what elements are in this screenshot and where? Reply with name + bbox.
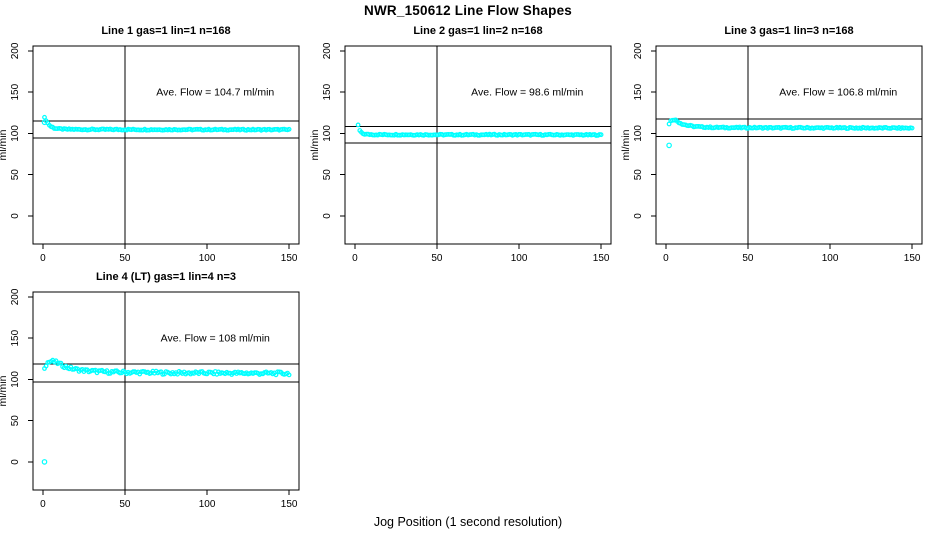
panel-title: Line 4 (LT) gas=1 lin=4 n=3 [96, 271, 236, 283]
x-axis-label: Jog Position (1 second resolution) [373, 515, 563, 529]
y-tick-label: 150 [322, 83, 333, 100]
plot-box [32, 291, 300, 491]
x-tick-label: 100 [199, 499, 216, 510]
x-tick-label: 0 [40, 499, 46, 510]
y-tick-label: 50 [10, 169, 21, 181]
panel-title: Line 1 gas=1 lin=1 n=168 [101, 25, 230, 37]
data-point [106, 371, 111, 376]
panel-line-4: Line 4 (LT) gas=1 lin=4 n=3 0 50 100 150 200 0… [0, 271, 300, 510]
outlier-point [41, 459, 48, 465]
data-point [43, 363, 49, 369]
y-tick-label: 0 [10, 213, 21, 219]
y-tick-label: 100 [633, 125, 644, 142]
x-tick-label: 50 [119, 253, 131, 264]
y-tick-label: 200 [633, 42, 644, 59]
data-point [286, 372, 292, 378]
x-tick-label: 150 [281, 253, 298, 264]
data-point [83, 367, 88, 373]
y-axis-title: ml/min [309, 129, 321, 160]
x-tick-label: 50 [742, 253, 754, 264]
ave-flow-annotation: Ave. Flow = 108 ml/min [161, 333, 270, 345]
ave-flow-annotation: Ave. Flow = 104.7 ml/min [156, 87, 274, 99]
y-tick-label: 200 [10, 42, 21, 59]
x-tick-label: 0 [663, 253, 669, 264]
x-tick-label: 100 [199, 253, 216, 264]
data-points [41, 114, 292, 133]
panel-title: Line 3 gas=1 lin=3 n=168 [724, 25, 853, 37]
y-tick-label: 100 [10, 125, 21, 142]
main-title: NWR_150612 Line Flow Shapes [364, 3, 572, 18]
y-tick-label: 0 [322, 213, 333, 219]
y-tick-label: 0 [10, 459, 21, 465]
panel-title: Line 2 gas=1 lin=2 n=168 [413, 25, 542, 37]
outlier-point [666, 142, 672, 149]
outlier-point [41, 119, 48, 126]
panel-line-2: Line 2 gas=1 lin=2 n=168 0 50 100 150 200 0 50 1… [309, 25, 612, 264]
data-point [598, 132, 604, 138]
plot-box [32, 45, 300, 245]
ave-flow-annotation: Ave. Flow = 106.8 ml/min [779, 87, 897, 99]
x-tick-label: 0 [352, 253, 358, 264]
y-tick-label: 150 [10, 83, 21, 100]
x-tick-label: 150 [904, 253, 921, 264]
x-tick-label: 50 [431, 253, 443, 264]
plot-box [344, 45, 612, 245]
x-tick-label: 100 [511, 253, 528, 264]
x-tick-label: 100 [822, 253, 839, 264]
data-points [355, 122, 604, 138]
y-tick-label: 200 [322, 42, 333, 59]
data-point [58, 360, 64, 366]
y-tick-label: 50 [322, 169, 333, 181]
data-points [41, 357, 292, 465]
plot-box [655, 45, 923, 245]
y-tick-label: 100 [322, 125, 333, 142]
y-axis-title: ml/min [0, 129, 9, 160]
y-tick-label: 200 [10, 288, 21, 305]
panel-line-3: Line 3 gas=1 lin=3 n=168 0 50 100 150 200 0 50 1… [620, 25, 923, 264]
x-tick-label: 0 [40, 253, 46, 264]
data-points [666, 117, 915, 149]
y-tick-label: 50 [633, 169, 644, 181]
panel-line-1: Line 1 gas=1 lin=1 n=168 0 50 100 150 200 0 50 1… [0, 25, 300, 264]
data-point [909, 125, 915, 131]
x-tick-label: 50 [119, 499, 131, 510]
y-tick-label: 50 [10, 415, 21, 427]
y-tick-label: 150 [633, 83, 644, 100]
x-tick-label: 150 [593, 253, 610, 264]
data-point [355, 122, 361, 128]
ave-flow-annotation: Ave. Flow = 98.6 ml/min [471, 87, 583, 99]
y-axis-title: ml/min [620, 129, 632, 160]
y-axis-title: ml/min [0, 375, 9, 406]
x-tick-label: 150 [281, 499, 298, 510]
y-tick-label: 100 [10, 371, 21, 388]
y-tick-label: 0 [633, 213, 644, 219]
y-tick-label: 150 [10, 329, 21, 346]
data-point [286, 126, 292, 132]
